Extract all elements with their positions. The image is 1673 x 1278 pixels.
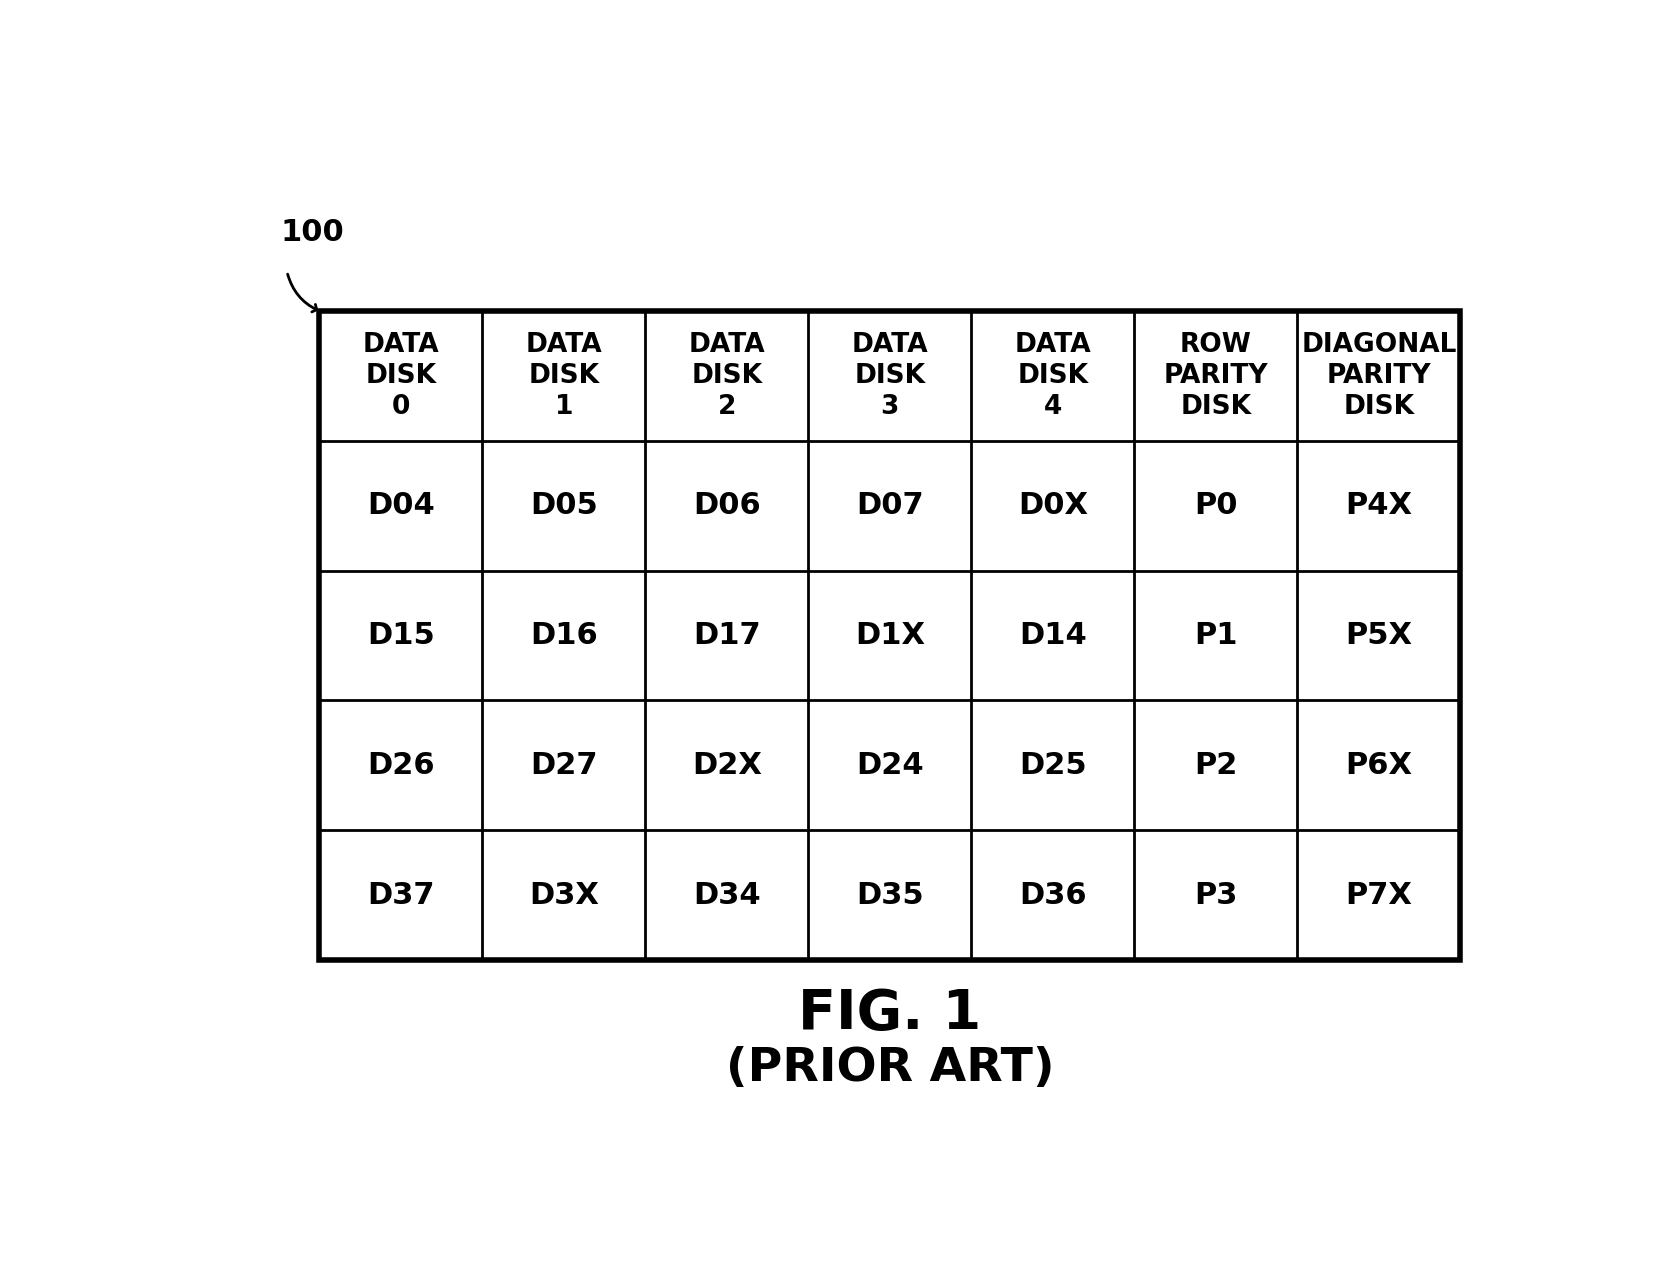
Text: P6X: P6X bbox=[1345, 751, 1412, 780]
Text: P3: P3 bbox=[1195, 881, 1238, 910]
Text: D15: D15 bbox=[366, 621, 435, 651]
Text: D24: D24 bbox=[857, 751, 923, 780]
Text: P0: P0 bbox=[1195, 491, 1238, 520]
Text: D3X: D3X bbox=[529, 881, 599, 910]
Text: DATA
DISK
3: DATA DISK 3 bbox=[852, 332, 929, 419]
Text: P5X: P5X bbox=[1345, 621, 1412, 651]
Text: D17: D17 bbox=[693, 621, 761, 651]
Text: D1X: D1X bbox=[855, 621, 925, 651]
Text: D34: D34 bbox=[693, 881, 761, 910]
Text: P1: P1 bbox=[1195, 621, 1238, 651]
Text: D2X: D2X bbox=[693, 751, 761, 780]
Text: P7X: P7X bbox=[1345, 881, 1412, 910]
Text: 100: 100 bbox=[281, 217, 345, 247]
Text: DATA
DISK
2: DATA DISK 2 bbox=[689, 332, 765, 419]
Text: D27: D27 bbox=[530, 751, 597, 780]
Text: D26: D26 bbox=[366, 751, 435, 780]
Bar bbox=[320, 311, 1461, 960]
Text: DATA
DISK
0: DATA DISK 0 bbox=[363, 332, 438, 419]
Text: D14: D14 bbox=[1019, 621, 1087, 651]
Text: D05: D05 bbox=[530, 491, 597, 520]
Text: D37: D37 bbox=[366, 881, 435, 910]
Text: P4X: P4X bbox=[1345, 491, 1412, 520]
Text: D0X: D0X bbox=[1017, 491, 1087, 520]
Text: ROW
PARITY
DISK: ROW PARITY DISK bbox=[1163, 332, 1268, 419]
Text: D07: D07 bbox=[857, 491, 923, 520]
Text: D35: D35 bbox=[857, 881, 923, 910]
Text: FIG. 1: FIG. 1 bbox=[798, 988, 982, 1042]
Text: DIAGONAL
PARITY
DISK: DIAGONAL PARITY DISK bbox=[1302, 332, 1457, 419]
Bar bbox=[320, 311, 1461, 960]
Text: D25: D25 bbox=[1019, 751, 1087, 780]
Text: DATA
DISK
1: DATA DISK 1 bbox=[525, 332, 602, 419]
Text: D04: D04 bbox=[366, 491, 435, 520]
Text: DATA
DISK
4: DATA DISK 4 bbox=[1014, 332, 1091, 419]
Text: (PRIOR ART): (PRIOR ART) bbox=[726, 1045, 1054, 1091]
Text: D06: D06 bbox=[693, 491, 761, 520]
Text: D16: D16 bbox=[530, 621, 597, 651]
Text: P2: P2 bbox=[1195, 751, 1238, 780]
Text: D36: D36 bbox=[1019, 881, 1087, 910]
